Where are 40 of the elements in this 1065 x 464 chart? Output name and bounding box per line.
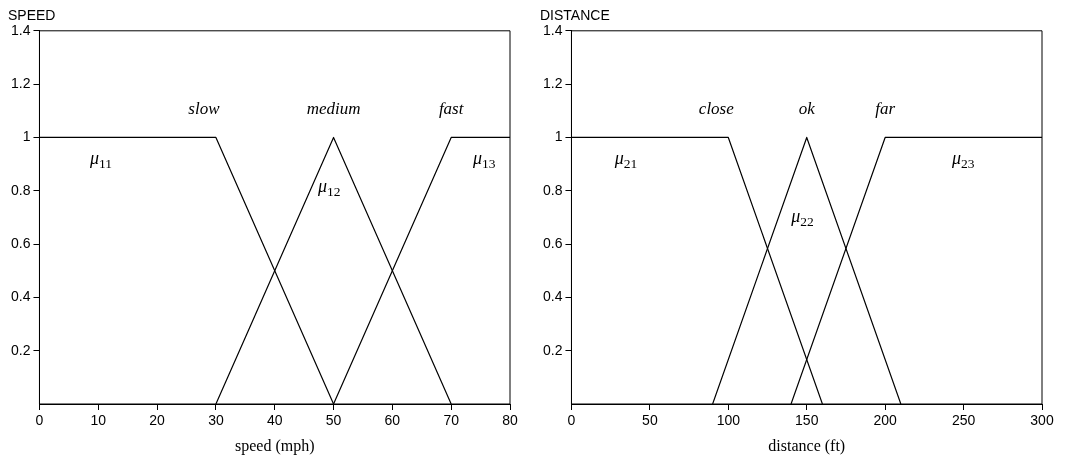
- x-tick-label: 80: [502, 412, 518, 429]
- y-tick-label: 0.2: [10, 341, 31, 358]
- y-tick-label: 0.8: [10, 181, 31, 198]
- x-tick-label: 0: [567, 412, 576, 429]
- y-tick-label: 1.4: [542, 21, 563, 38]
- y-tick-label: 0.2: [542, 341, 563, 358]
- y-tick-label: 1: [554, 128, 563, 145]
- y-tick-label: 1.4: [10, 21, 31, 38]
- x-tick-label: 200: [873, 412, 898, 429]
- series-label: far: [875, 98, 896, 118]
- x-tick-label: 0: [35, 412, 44, 429]
- y-tick-label: 1.2: [10, 74, 31, 91]
- chart-title: SPEED: [8, 7, 56, 24]
- x-tick-label: 70: [443, 412, 460, 429]
- x-tick-label: 60: [384, 412, 401, 429]
- series-label: ok: [798, 98, 816, 118]
- y-tick-label: 1: [22, 128, 31, 145]
- x-tick-label: 150: [795, 412, 819, 429]
- chart-title: DISTANCE: [540, 7, 610, 24]
- y-tick-label: 0.8: [542, 181, 563, 198]
- y-tick-label: 0.6: [542, 234, 563, 251]
- x-tick-label: 10: [90, 412, 107, 429]
- y-tick-label: 0.4: [542, 288, 563, 305]
- series-label: medium: [306, 98, 361, 118]
- x-axis-title: distance (ft): [768, 436, 846, 455]
- x-tick-label: 300: [1030, 412, 1054, 429]
- x-tick-label: 30: [208, 412, 224, 429]
- y-tick-label: 0.6: [10, 234, 31, 251]
- y-tick-label: 0.4: [10, 288, 31, 305]
- x-tick-label: 40: [266, 412, 283, 429]
- y-tick-label: 1.2: [542, 74, 563, 91]
- series-label: slow: [188, 98, 221, 118]
- x-axis-title: speed (mph): [234, 436, 315, 455]
- x-tick-label: 250: [951, 412, 976, 429]
- series-label: fast: [438, 98, 465, 118]
- x-tick-label: 50: [325, 412, 342, 429]
- x-tick-label: 50: [642, 412, 658, 429]
- series-label: close: [698, 98, 735, 118]
- x-tick-label: 100: [716, 412, 741, 429]
- x-tick-label: 20: [149, 412, 166, 429]
